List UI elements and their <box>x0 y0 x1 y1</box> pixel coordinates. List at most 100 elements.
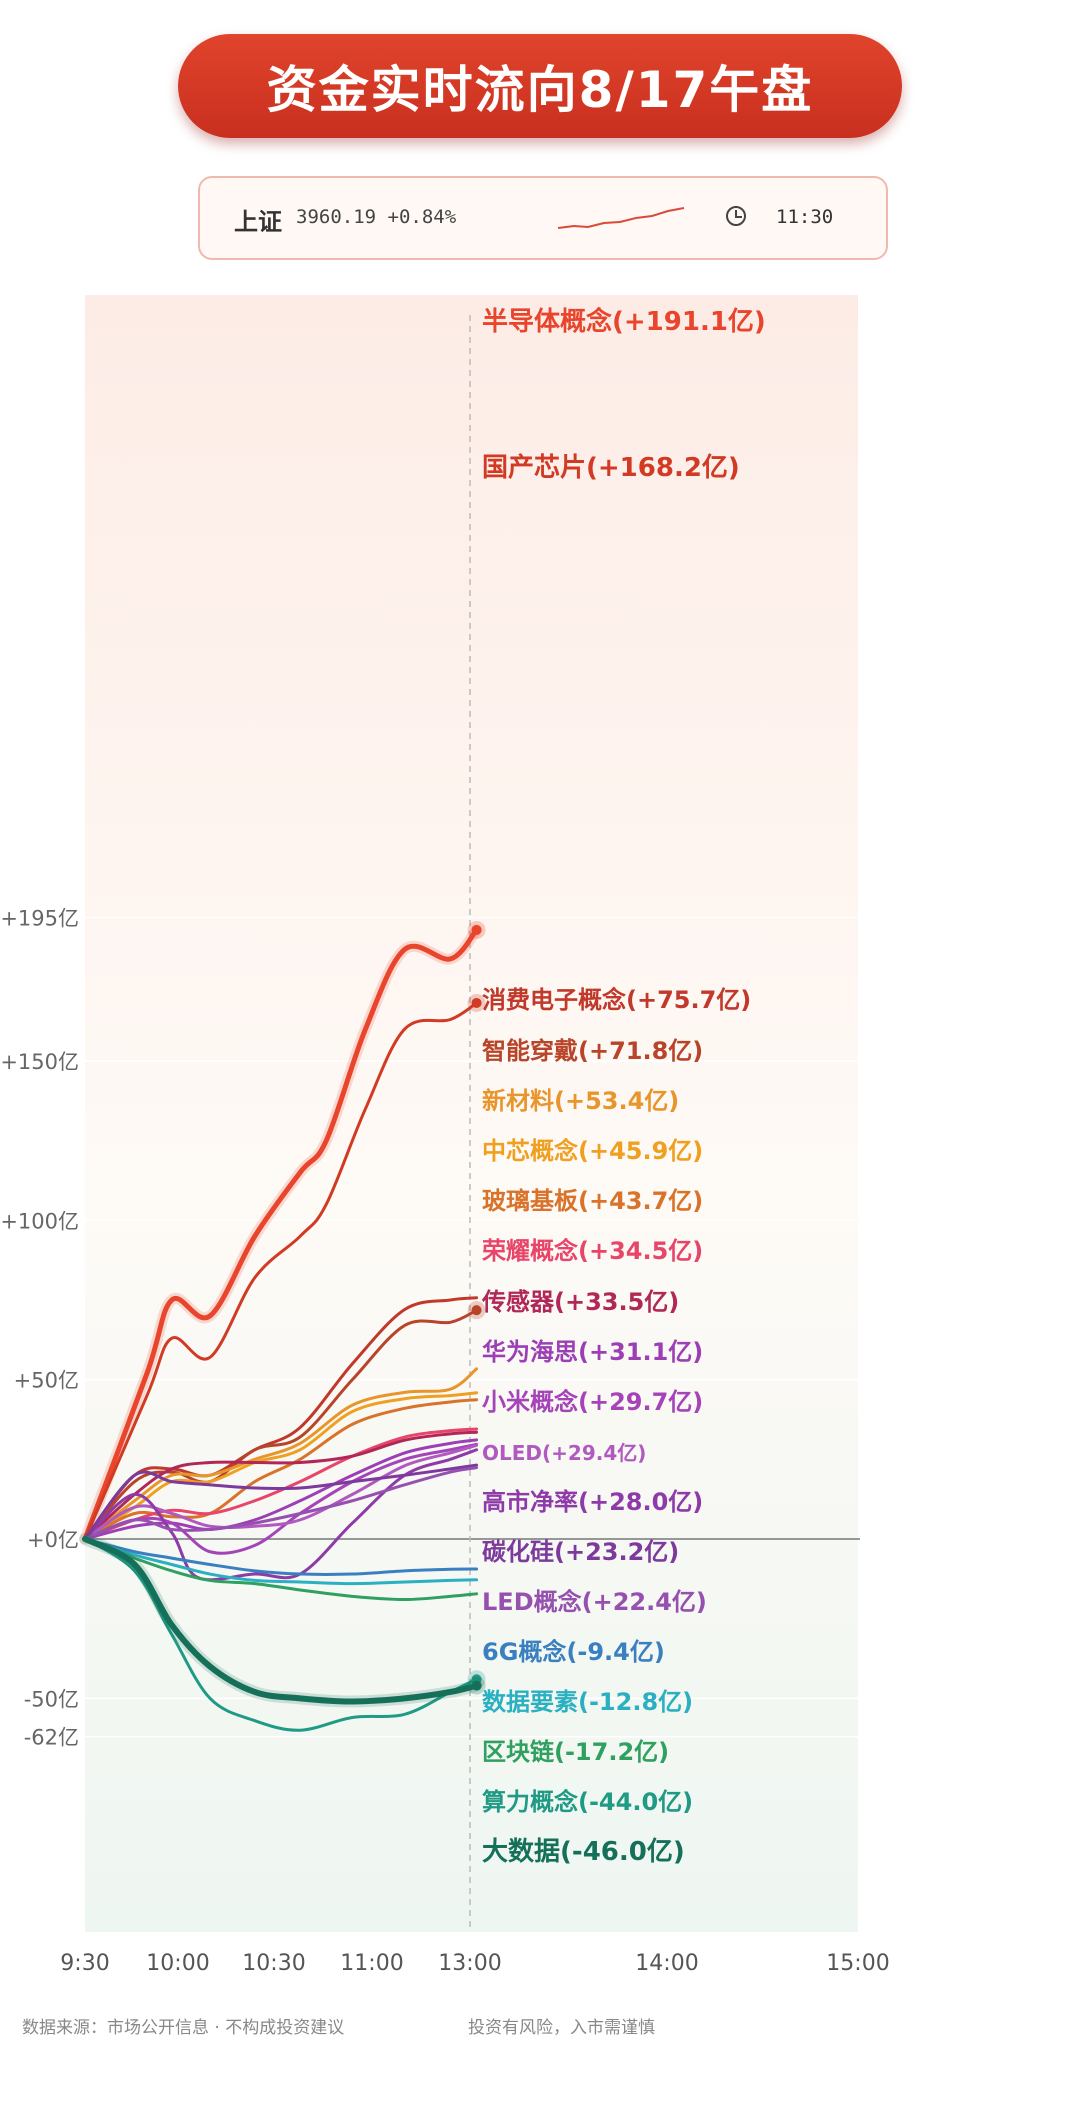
series-line <box>82 1536 480 1705</box>
series-label: 玻璃基板(+43.7亿) <box>482 1187 703 1215</box>
series-line <box>83 1463 479 1541</box>
series-label-name: 传感器 <box>481 1288 555 1316</box>
series-line <box>83 1448 479 1582</box>
series-line <box>83 1391 479 1541</box>
x-tick-label: 14:00 <box>635 1951 698 1976</box>
fund-flow-chart: +195亿 +150亿 +100亿 +50亿 +0亿 -50亿 -62亿 9:30 10:00 1… <box>0 295 890 1976</box>
series-label-value: (-46.0亿) <box>560 1837 685 1867</box>
series-label: 中芯概念(+45.9亿) <box>482 1137 703 1165</box>
series-label-value: (-9.4亿) <box>566 1638 664 1666</box>
footer-risk: 投资有风险，入市需谨慎 <box>468 2018 655 2038</box>
series-label: 国产芯片(+168.2亿) <box>482 453 740 483</box>
series-line <box>83 1442 479 1555</box>
series-label-name: 半导体概念 <box>482 306 612 337</box>
series-line <box>83 1296 479 1541</box>
series-label: LED概念(+22.4亿) <box>482 1588 707 1616</box>
x-tick-label: 9:30 <box>60 1951 109 1976</box>
series-line <box>82 927 480 1542</box>
series-line <box>83 1001 479 1541</box>
clock-icon <box>726 206 746 226</box>
index-time: 11:30 <box>776 206 834 228</box>
series-label-name: 国产芯片 <box>482 453 586 483</box>
series-label-name: 算力概念 <box>482 1788 578 1816</box>
series-line <box>83 1466 479 1541</box>
series-label-value: (+75.7亿) <box>626 986 751 1014</box>
series-label-name: 新材料 <box>482 1087 554 1115</box>
series-label-value: (-12.8亿) <box>578 1688 693 1716</box>
series-label-name: 华为海思 <box>482 1338 578 1366</box>
plot-background <box>85 295 858 1932</box>
series-label-name: 智能穿戴 <box>482 1037 578 1065</box>
series-label: 消费电子概念(+75.7亿) <box>482 986 751 1014</box>
y-tick-label: +50亿 <box>14 1369 79 1393</box>
series-label-value: (+71.8亿) <box>578 1037 703 1065</box>
series-label-value: (+31.1亿) <box>578 1338 703 1366</box>
series-label-value: (-17.2亿) <box>554 1738 669 1766</box>
series-label-name: 6G概念 <box>482 1638 566 1666</box>
series-label: OLED(+29.4亿) <box>482 1441 646 1465</box>
series-line <box>83 1427 479 1541</box>
y-tick-label: +150亿 <box>0 1050 79 1074</box>
series-label: 智能穿戴(+71.8亿) <box>482 1037 703 1065</box>
series-label-name: 玻璃基板 <box>482 1187 579 1215</box>
x-tick-label: 13:00 <box>438 1951 501 1976</box>
x-tick-label: 10:00 <box>146 1951 209 1976</box>
series-label: 区块链(-17.2亿) <box>482 1738 669 1766</box>
y-tick-label: +195亿 <box>0 907 79 931</box>
series-label-value: (+29.4亿) <box>542 1441 646 1465</box>
series-label: 荣耀概念(+34.5亿) <box>482 1237 703 1265</box>
series-label: 传感器(+33.5亿) <box>481 1288 679 1316</box>
series-label-value: (+43.7亿) <box>578 1187 703 1215</box>
series-line <box>83 1537 479 1576</box>
series-line <box>83 1537 479 1732</box>
series-label-name: 中芯概念 <box>482 1137 578 1165</box>
y-tick-label: +0亿 <box>27 1528 79 1552</box>
series-label: 算力概念(-44.0亿) <box>482 1788 693 1816</box>
series-label-value: (+168.2亿) <box>586 453 740 483</box>
x-tick-label: 15:00 <box>826 1951 889 1976</box>
series-label-value: (+29.7亿) <box>578 1388 703 1416</box>
series-label-value: (-44.0亿) <box>578 1788 693 1816</box>
series-label-name: 数据要素 <box>482 1688 578 1716</box>
series-line <box>83 1537 479 1586</box>
series-label-name: OLED <box>482 1441 542 1465</box>
end-marker <box>471 997 482 1008</box>
series-label: 新材料(+53.4亿) <box>482 1087 679 1115</box>
series-label: 6G概念(-9.4亿) <box>482 1638 665 1666</box>
y-tick-label: +100亿 <box>0 1209 79 1233</box>
series-label: 碳化硅(+23.2亿) <box>482 1538 679 1566</box>
series-label: 半导体概念(+191.1亿) <box>482 306 766 337</box>
series-label-value: (+45.9亿) <box>578 1137 703 1165</box>
index-name: 上证 <box>234 208 282 236</box>
series-label-name: LED概念 <box>482 1588 582 1616</box>
index-sparkline <box>557 207 685 229</box>
series-label-name: 小米概念 <box>482 1388 578 1416</box>
series-label-value: (+191.1亿) <box>612 307 766 337</box>
y-tick-label: -50亿 <box>24 1687 79 1711</box>
x-tick-label: 10:30 <box>242 1951 305 1976</box>
page-title: 资金实时流向8/17午盘 <box>266 61 814 119</box>
series-label: 数据要素(-12.8亿) <box>482 1688 693 1716</box>
series-label-value: (+23.2亿) <box>554 1538 679 1566</box>
series-line <box>83 1537 479 1602</box>
index-value: 3960.19 +0.84% <box>296 206 457 228</box>
series-label-name: 碳化硅 <box>482 1538 554 1566</box>
series-line <box>83 1430 479 1541</box>
series-label-name: 高市净率 <box>482 1488 578 1516</box>
footer-source: 数据来源：市场公开信息 · 不构成投资建议 <box>22 2018 345 2038</box>
series-label-value: (+28.0亿) <box>578 1488 703 1516</box>
y-tick-label: -62亿 <box>24 1726 79 1750</box>
series-label: 高市净率(+28.0亿) <box>482 1488 703 1516</box>
end-marker <box>471 1305 482 1316</box>
series-label-value: (+34.5亿) <box>578 1237 703 1265</box>
series-label-name: 大数据 <box>482 1837 560 1867</box>
x-tick-label: 11:00 <box>340 1951 403 1976</box>
end-marker <box>471 924 482 935</box>
series-label: 小米概念(+29.7亿) <box>482 1388 703 1416</box>
series-label-name: 荣耀概念 <box>482 1237 578 1265</box>
series-line <box>83 1367 479 1541</box>
series-label-name: 区块链 <box>482 1738 555 1766</box>
end-marker <box>471 1680 482 1691</box>
series-label-name: 消费电子概念 <box>482 986 626 1014</box>
series-label-value: (+33.5亿) <box>554 1288 679 1316</box>
